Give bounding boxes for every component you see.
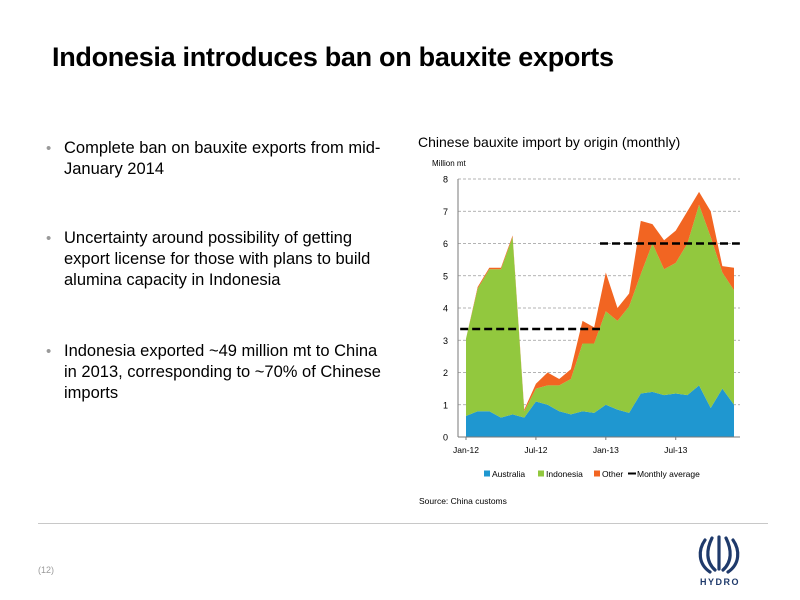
x-tick-label: Jan-13 [593,445,619,455]
y-tick-label: 3 [443,336,448,346]
bullet-text: Uncertainty around possibility of gettin… [64,229,371,289]
y-tick-label: 6 [443,239,448,249]
x-tick-label: Jul-13 [664,445,687,455]
area-series-australia [466,385,734,437]
y-tick-label: 5 [443,271,448,281]
bullet-item: • Complete ban on bauxite exports from m… [46,138,386,180]
footer-divider [38,523,768,524]
legend-label: Other [602,469,623,479]
chart-axes: 0 1 2 3 4 5 6 7 8 Jan-12 Jul-12 Jan-13 Jul-13 [443,175,740,455]
legend-label: Monthly average [637,469,700,479]
legend-swatch-australia [484,470,490,477]
legend-swatch-indonesia [538,470,544,477]
y-axis-unit-label: Million mt [432,159,467,168]
page-number: (12) [38,565,55,575]
chart-areas [466,191,734,437]
bullet-item: • Indonesia exported ~49 million mt to C… [46,341,386,404]
y-tick-label: 4 [443,304,448,314]
bullet-text: Complete ban on bauxite exports from mid… [64,139,381,178]
legend-label: Indonesia [546,469,583,479]
chart-legend: Australia Indonesia Other Monthly average [484,469,700,479]
y-tick-label: 0 [443,433,448,443]
y-tick-label: 8 [443,175,448,185]
bullet-dot-icon: • [46,140,52,157]
area-series-other [466,191,734,412]
y-tick-label: 7 [443,207,448,217]
y-tick-label: 2 [443,368,448,378]
y-tick-label: 1 [443,400,448,410]
legend-label: Australia [492,469,525,479]
legend-swatch-other [594,470,600,477]
x-tick-label: Jul-12 [524,445,547,455]
hydro-logo-icon [698,535,740,574]
x-tick-label: Jan-12 [453,445,479,455]
chart-title: Chinese bauxite import by origin (monthl… [418,134,681,150]
bullet-dot-icon: • [46,343,52,360]
area-series-indonesia [466,204,734,418]
bullet-dot-icon: • [46,230,52,247]
logo-wordmark: HYDRO [700,577,741,587]
bullet-text: Indonesia exported ~49 million mt to Chi… [64,342,381,402]
chart-source: Source: China customs [419,496,507,506]
slide-title: Indonesia introduces ban on bauxite expo… [52,42,614,72]
bullet-item: • Uncertainty around possibility of gett… [46,228,386,291]
